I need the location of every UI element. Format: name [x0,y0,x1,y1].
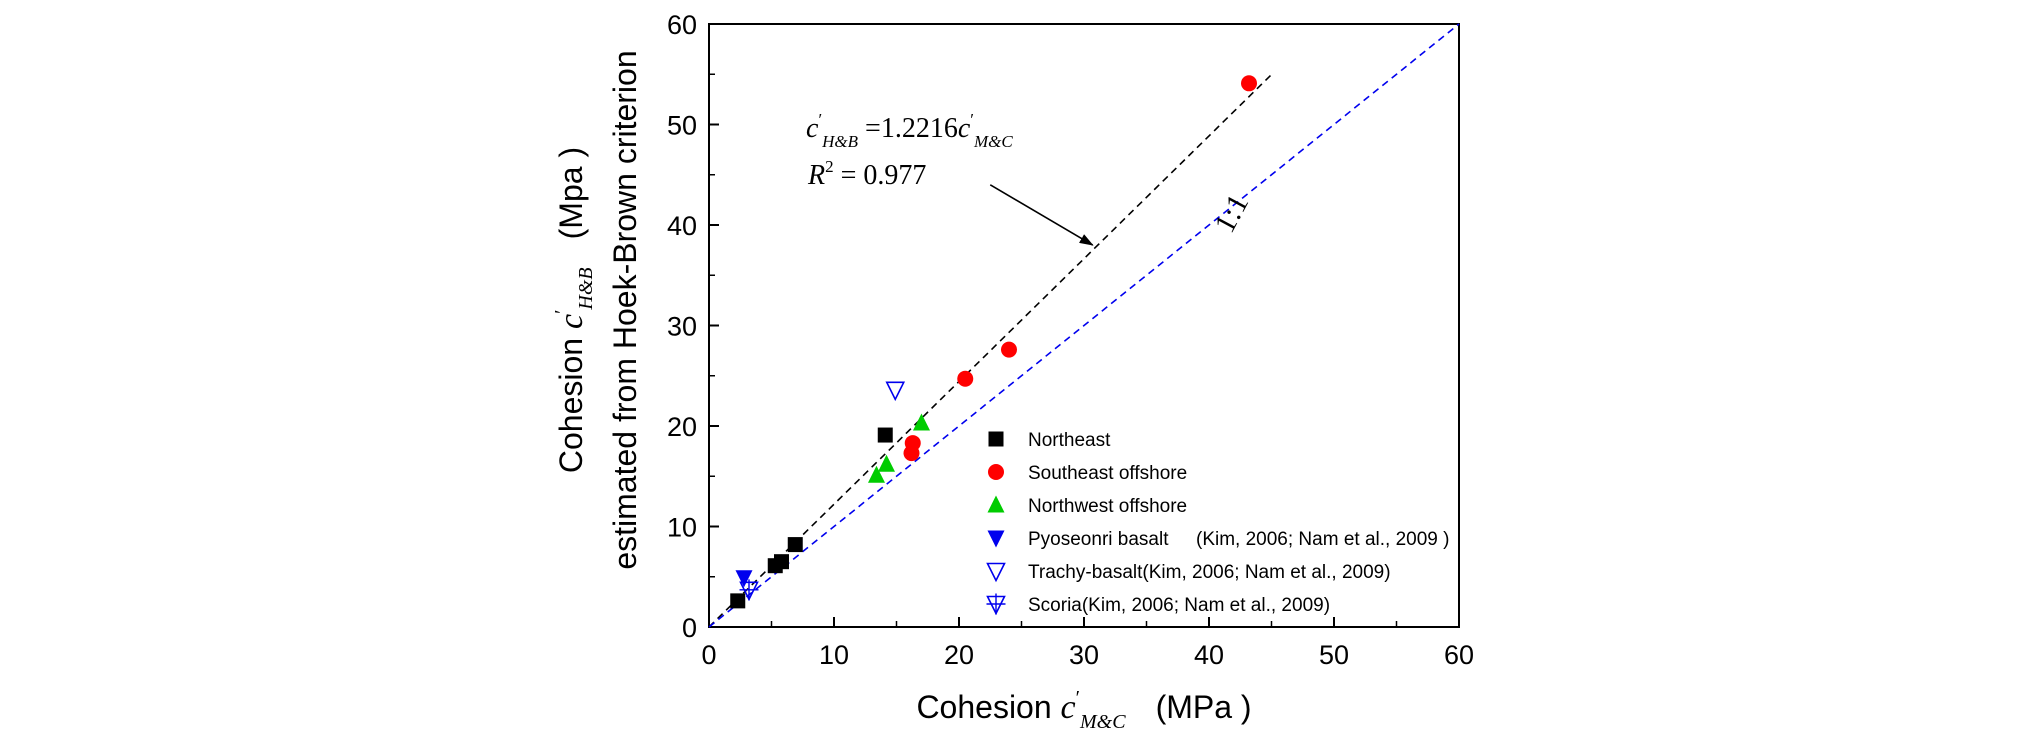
regression-annotation: c′H&B =1.2216c′M&C R2 = 0.977 [806,110,1094,246]
y-axis-title-line2: estimated from Hoek-Brown criterion [607,50,643,569]
data-point [774,554,789,570]
annotation-arrow [989,184,1094,246]
data-point [957,370,974,387]
y-tick-label: 0 [682,613,697,643]
data-point [730,593,746,609]
x-tick-label: 40 [1194,640,1224,670]
legend-item: Scoria(Kim, 2006; Nam et al., 2009) [986,593,1330,616]
legend-label: Northeast [1028,430,1111,451]
data-point [735,570,753,588]
y-tick-label: 20 [667,412,697,442]
legend-marker [986,593,1006,616]
x-tick-label: 50 [1319,640,1349,670]
legend-label: Scoria(Kim, 2006; Nam et al., 2009) [1028,595,1330,616]
data-point [868,465,885,483]
y-tick-label: 30 [667,312,697,342]
legend-marker [987,495,1005,513]
legend: Northeast Southeast offshore Northwest off… [986,430,1449,616]
y-tick-label: 60 [667,10,697,40]
data-point [904,435,921,452]
legend-marker [986,562,1006,583]
y-axis-title-line1: Cohesion c′H&B(Mpa ) [551,147,597,473]
data-point [787,537,803,553]
y-axis-title: Cohesion c′H&B(Mpa ) estimated from Hoek… [551,50,643,569]
data-point [885,381,906,402]
data-point [1241,75,1257,92]
data-point [1001,341,1017,358]
data-point [913,413,930,431]
regression-equation: c′H&B =1.2216c′M&C [806,110,1013,151]
data-points [730,75,1257,609]
y-tick-label: 50 [667,111,697,141]
identity-line [708,23,1460,628]
data-point [877,427,893,443]
y-tick-label: 40 [667,211,697,241]
x-tick-label: 10 [819,640,849,670]
identity-line-label: 1:1 [1208,189,1255,238]
legend-item: Southeast offshore [988,463,1187,484]
legend-marker [987,530,1005,548]
legend-label: Southeast offshore [1028,463,1187,484]
legend-item: Trachy-basalt(Kim, 2006; Nam et al., 200… [986,562,1391,583]
legend-item: Pyoseonri basalt (Kim, 2006; Nam et al., … [987,529,1449,550]
data-point [878,454,895,472]
legend-label-reference: (Kim, 2006; Nam et al., 2009 ) [1196,529,1449,550]
x-tick-label: 20 [944,640,974,670]
legend-label: Pyoseonri basalt [1028,529,1169,550]
y-tick-label: 10 [667,513,697,543]
x-tick-label: 30 [1069,640,1099,670]
trend-lines [708,23,1460,628]
legend-marker [988,464,1004,480]
axis-ticks: 0 10 20 30 40 50 60 0 10 20 30 40 50 60 [667,10,1474,670]
x-tick-label: 60 [1444,640,1474,670]
legend-label: Northwest offshore [1028,496,1187,517]
data-point [739,579,759,602]
x-tick-label: 0 [701,640,716,670]
legend-item: Northeast [988,430,1111,451]
r-squared: R2 = 0.977 [807,157,926,191]
legend-label: Trachy-basalt(Kim, 2006; Nam et al., 200… [1028,562,1391,583]
legend-marker [988,431,1004,447]
legend-item: Northwest offshore [987,495,1187,517]
x-axis-title: Cohesion c′M&C (MPa ) [916,687,1251,733]
